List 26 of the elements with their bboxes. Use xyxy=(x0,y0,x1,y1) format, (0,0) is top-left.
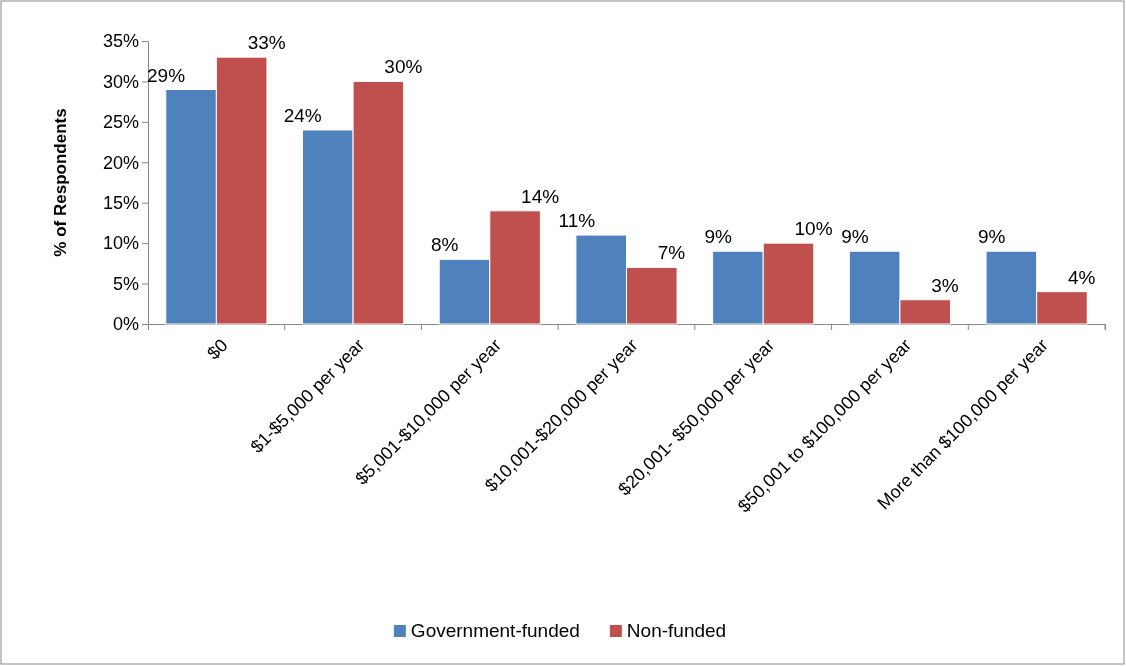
data-label: 33% xyxy=(247,32,286,54)
y-tick-label: 25% xyxy=(102,112,139,133)
data-label: 7% xyxy=(657,242,686,264)
y-tick-label: 30% xyxy=(102,71,139,92)
y-tick-label: 15% xyxy=(102,192,139,213)
y-tick-label: 35% xyxy=(102,31,139,52)
data-label: 14% xyxy=(521,185,560,207)
data-label: 30% xyxy=(384,56,423,78)
x-tick-label: $0 xyxy=(203,335,232,364)
data-label: 10% xyxy=(794,218,833,240)
data-label: 9% xyxy=(977,226,1006,248)
data-label: 29% xyxy=(147,64,186,86)
data-label: 11% xyxy=(558,210,596,232)
y-tick-label: 20% xyxy=(102,152,139,173)
data-label: 9% xyxy=(841,226,869,248)
legend-label: Non-funded xyxy=(626,620,727,641)
data-label: 24% xyxy=(283,104,322,126)
y-tick-label: 10% xyxy=(102,233,139,254)
data-label: 4% xyxy=(1067,266,1096,288)
data-label: 9% xyxy=(704,226,733,248)
legend-label: Government-funded xyxy=(410,620,580,641)
data-label: 3% xyxy=(931,274,959,296)
y-tick-label: 5% xyxy=(112,273,139,294)
y-axis-title: % of Respondents xyxy=(51,108,70,257)
data-label: 8% xyxy=(431,234,459,256)
y-tick-label: 0% xyxy=(112,314,139,335)
